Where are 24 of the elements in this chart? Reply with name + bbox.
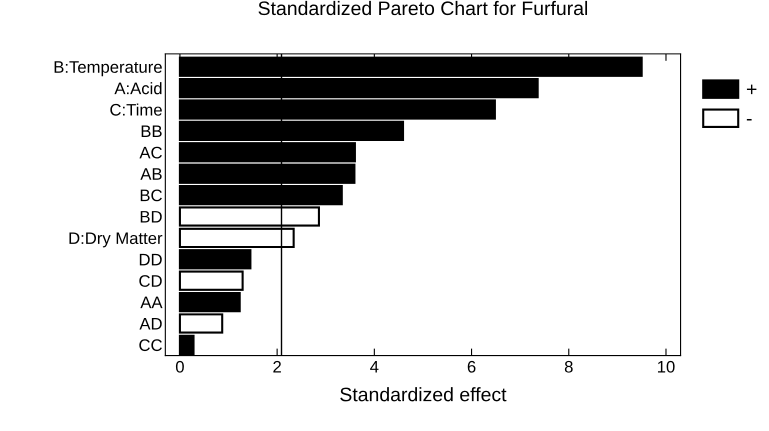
- x-tick-label: 4: [370, 361, 378, 373]
- y-tick-label: CD: [139, 275, 162, 287]
- y-tick-label: B:Temperature: [54, 61, 162, 76]
- y-tick-label: AA: [140, 296, 163, 308]
- y-tick-label: D:Dry Matter: [69, 232, 162, 248]
- y-tick-label: CC: [139, 339, 162, 352]
- y-tick-label: BD: [140, 211, 162, 223]
- y-tick-label: BB: [142, 125, 162, 137]
- x-tick-label: 0: [176, 360, 184, 373]
- x-axis-title: Standardized effect: [340, 387, 506, 402]
- legend-label: -: [746, 118, 752, 120]
- y-tick-label: AD: [139, 318, 162, 330]
- x-tick-label: 10: [658, 360, 675, 373]
- y-tick-label: AB: [140, 168, 162, 180]
- y-tick-label: DD: [140, 254, 162, 266]
- y-tick-label: C:Time: [110, 103, 162, 116]
- x-tick-label: 6: [468, 360, 476, 373]
- legend-label: +: [746, 84, 756, 94]
- y-tick-label: A:Acid: [114, 82, 162, 94]
- y-tick-label: AC: [139, 146, 162, 159]
- chart-title: Standardized Pareto Chart for Furfural: [258, 0, 588, 16]
- x-tick-label: 2: [273, 360, 281, 373]
- x-tick-label: 8: [564, 360, 573, 373]
- y-tick-label: BC: [140, 189, 162, 202]
